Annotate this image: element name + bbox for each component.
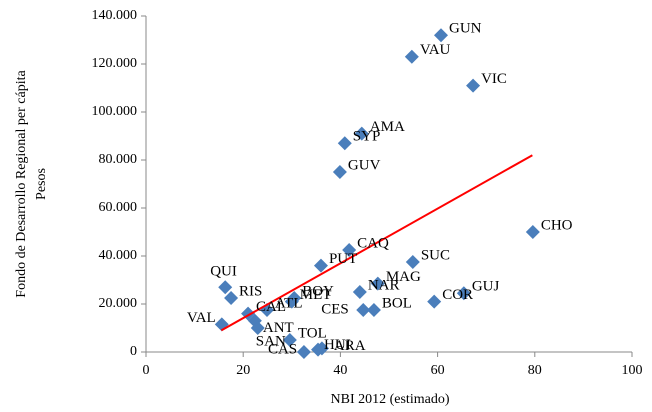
marker [332, 165, 347, 179]
marker [284, 294, 299, 309]
point-label: VAL [187, 310, 216, 326]
y-tick-label: 120.000 [92, 56, 138, 71]
x-tick-label: 100 [622, 363, 643, 378]
point-label: TOL [298, 325, 327, 341]
point-label: ARA [334, 338, 366, 354]
marker [466, 78, 481, 93]
x-tick-label: 20 [236, 363, 250, 378]
point-label: PUT [329, 251, 357, 267]
marker [342, 243, 357, 257]
marker [366, 303, 381, 317]
point-label: BOL [382, 295, 412, 311]
marker [456, 286, 471, 301]
point-label: SAN [256, 333, 286, 349]
marker [282, 333, 297, 347]
marker [337, 136, 352, 151]
point-label: RIS [239, 283, 262, 299]
marker [525, 225, 540, 239]
point-label: MAG [386, 269, 421, 285]
marker [434, 28, 449, 43]
marker [296, 345, 311, 359]
point-label: ANT [263, 320, 294, 336]
point-label: VIC [481, 71, 507, 87]
point-label: CAS [268, 341, 297, 357]
marker [313, 258, 328, 273]
x-tick-label: 40 [333, 363, 347, 378]
x-tick-label: 60 [431, 363, 445, 378]
point-label: QUI [210, 264, 237, 280]
point-label: ATL [275, 295, 303, 311]
marker [250, 321, 265, 335]
point-label: GUV [348, 157, 381, 173]
marker [427, 294, 442, 309]
x-tick-label: 0 [143, 363, 150, 378]
point-label: CHO [541, 217, 573, 233]
point-label: SUC [421, 247, 450, 263]
point-label: MET [300, 287, 332, 303]
y-tick-label: 140.000 [92, 8, 138, 23]
point-label: SYP [353, 129, 381, 145]
y-axis-title: Pesos [34, 168, 49, 200]
y-tick-label: 100.000 [92, 104, 138, 119]
point-label: HUI [324, 337, 351, 353]
marker [247, 313, 262, 328]
marker [405, 255, 420, 269]
point-label: CAL [256, 299, 286, 315]
y-tick-label: 0 [130, 344, 137, 359]
point-label: VAU [420, 42, 451, 58]
y-tick-label: 40.000 [99, 248, 138, 263]
x-tick-label: 80 [528, 363, 542, 378]
marker [218, 280, 233, 295]
x-axis-title: NBI 2012 (estimado) [331, 392, 450, 407]
point-label: GUJ [472, 279, 500, 295]
point-label: COR [442, 287, 473, 303]
marker [352, 285, 367, 299]
point-label: CAQ [357, 235, 389, 251]
point-label: BOY [302, 283, 334, 299]
marker [354, 126, 369, 141]
point-label: AMA [370, 119, 405, 135]
marker [356, 303, 371, 317]
point-label: GUN [449, 21, 482, 37]
marker [224, 291, 239, 305]
y-tick-label: 80.000 [99, 152, 138, 167]
marker [370, 276, 385, 291]
y-tick-label: 20.000 [99, 296, 138, 311]
point-label: CES [321, 301, 349, 317]
marker [404, 49, 419, 64]
trend-line [220, 154, 533, 332]
y-tick-label: 60.000 [99, 200, 138, 215]
y-axis-title: Fondo de Desarrollo Regional per cápita [14, 70, 29, 298]
point-label: NAR [368, 277, 400, 293]
marker [314, 341, 329, 356]
